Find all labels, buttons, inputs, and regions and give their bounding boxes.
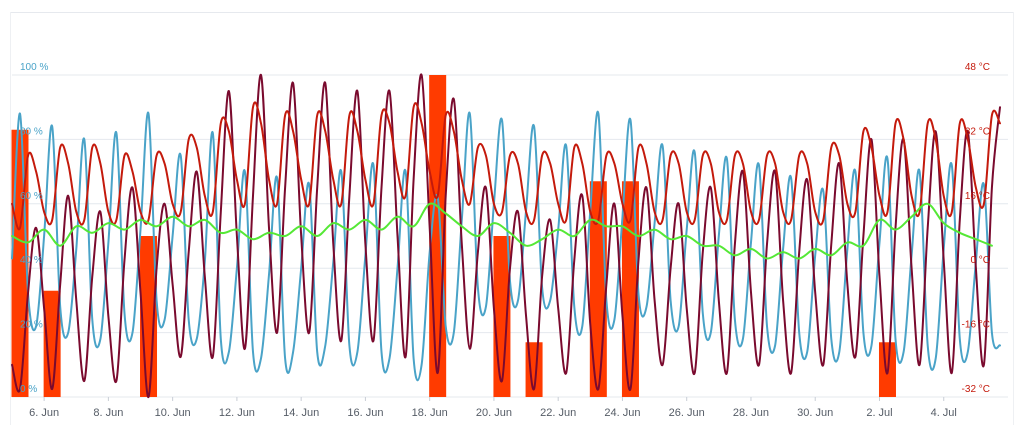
x-tick-label: 4. Jul xyxy=(931,407,957,419)
x-tick-label: 18. Jun xyxy=(412,407,448,419)
y-left-tick-label: 80 % xyxy=(20,126,43,137)
chart-top-border xyxy=(10,12,1014,13)
y-right-tick-label: 32 °C xyxy=(965,126,990,137)
series-line-humidity xyxy=(11,110,1001,382)
y-left-tick-label: 100 % xyxy=(20,62,48,73)
y-right-tick-label: -32 °C xyxy=(962,384,990,395)
y-right-tick-label: -16 °C xyxy=(962,320,990,331)
y-left-tick-label: 60 % xyxy=(20,191,43,202)
y-left-tick-label: 0 % xyxy=(20,384,37,395)
x-tick-label: 24. Jun xyxy=(604,407,640,419)
x-tick-label: 28. Jun xyxy=(733,407,769,419)
series-line-indoor-temp xyxy=(11,101,1001,231)
y-left-tick-label: 20 % xyxy=(20,320,43,331)
x-tick-label: 14. Jun xyxy=(283,407,319,419)
precip-bar xyxy=(43,290,61,397)
x-tick-label: 22. Jun xyxy=(540,407,576,419)
series-line-outdoor-temp xyxy=(11,73,1001,399)
x-tick-label: 12. Jun xyxy=(219,407,255,419)
x-tick-label: 30. Jun xyxy=(797,407,833,419)
y-right-tick-label: 16 °C xyxy=(965,191,990,202)
series-line-green-series xyxy=(11,202,993,260)
precip-bar xyxy=(589,181,607,397)
x-tick-label: 16. Jun xyxy=(347,407,383,419)
x-tick-label: 6. Jun xyxy=(29,407,59,419)
y-right-tick-label: 48 °C xyxy=(965,62,990,73)
y-right-tick-label: 0 °C xyxy=(970,255,990,266)
x-tick-label: 20. Jun xyxy=(476,407,512,419)
x-tick-label: 10. Jun xyxy=(155,407,191,419)
x-tick-label: 8. Jun xyxy=(93,407,123,419)
chart-frame xyxy=(10,12,1014,425)
x-tick-label: 26. Jun xyxy=(669,407,705,419)
x-tick-label: 2. Jul xyxy=(866,407,892,419)
y-left-tick-label: 40 % xyxy=(20,255,43,266)
